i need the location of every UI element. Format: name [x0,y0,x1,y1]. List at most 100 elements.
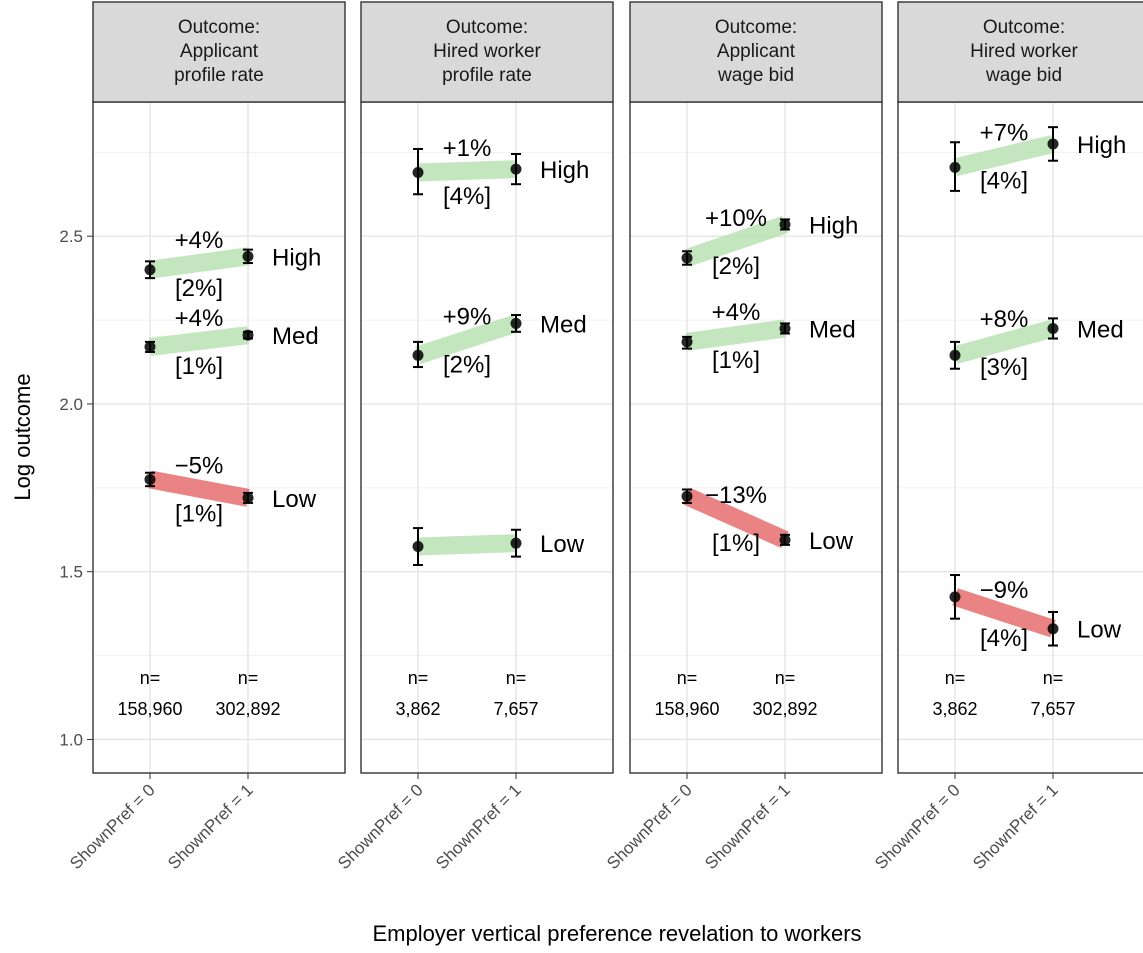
strip-label-line: Outcome: [715,17,797,38]
strip-background [360,1,614,103]
change-label: −9% [980,577,1029,604]
change-label: +7% [980,120,1029,147]
y-axis: 1.0 1.5 2.0 2.5 [59,227,93,749]
panel-1: High +4% [2%] Med +4% [1%] Low −5% [1%] n= 158,960… [66,1,346,873]
data-point [681,490,693,502]
change-label: −5% [175,453,224,480]
se-label: [3%] [980,354,1028,381]
panel-background [898,102,1143,773]
data-point [949,591,961,603]
strip-label-line: Outcome: [983,17,1065,38]
n-value: 3,862 [395,699,440,719]
change-ribbon-med [148,326,250,356]
change-ribbon-high [684,215,788,267]
strip-label-line: wage bid [985,65,1062,86]
n-value: 158,960 [654,699,719,719]
x-axis-title: Employer vertical preference revelation … [372,921,861,946]
change-ribbon-low [683,487,789,549]
n-prefix: n= [775,668,796,688]
n-prefix: n= [1043,668,1064,688]
x-tick-label: ShownPref = 0 [871,780,964,873]
se-label: [1%] [175,501,223,528]
data-point [949,161,961,173]
data-point [144,473,156,485]
strip-label-line: Hired worker [970,41,1078,62]
level-label-low: Low [272,486,317,513]
change-label: +4% [712,299,761,326]
data-point [681,252,693,264]
strip-label-line: Outcome: [446,17,528,38]
strip-background [897,1,1143,103]
change-label: −13% [705,482,767,509]
n-prefix: n= [677,668,698,688]
level-label-med: Med [272,323,319,350]
level-label-high: High [272,244,321,271]
strip-label-line: wage bid [717,65,794,86]
data-point [1047,322,1059,334]
data-point [242,329,254,341]
y-tick-label: 1.0 [59,730,83,749]
y-tick-label: 1.5 [59,563,83,582]
se-label: [2%] [712,253,760,280]
data-point [144,264,156,276]
x-tick-label: ShownPref = 1 [969,780,1062,873]
data-point [412,541,424,553]
n-prefix: n= [506,668,527,688]
n-value: 158,960 [117,699,182,719]
n-prefix: n= [408,668,429,688]
panel-4: High +7% [4%] Med +8% [3%] Low −9% [4%] n= 3,862 n=… [871,1,1143,873]
x-tick-label: ShownPref = 0 [66,780,159,873]
data-point [779,218,791,230]
change-ribbon-low [417,534,517,556]
x-tick-label: ShownPref = 0 [334,780,427,873]
level-label-high: High [1077,132,1126,159]
x-tick-label: ShownPref = 1 [432,780,525,873]
change-label: +1% [443,135,492,162]
se-label: [1%] [175,353,223,380]
x-tick-label: ShownPref = 1 [164,780,257,873]
change-label: +4% [175,305,224,332]
strip-label-line: Hired worker [433,41,541,62]
level-label-high: High [540,157,589,184]
se-label: [4%] [980,625,1028,652]
change-ribbon-high [148,247,250,279]
data-point [412,166,424,178]
strip-label-line: Outcome: [178,17,260,38]
strip-label-line: profile rate [174,65,264,86]
se-label: [2%] [443,351,491,378]
change-ribbon-high [417,160,517,182]
data-point [949,349,961,361]
data-point [242,250,254,262]
se-label: [1%] [712,347,760,374]
level-label-high: High [809,212,858,239]
change-label: +9% [443,303,492,330]
x-tick-label: ShownPref = 1 [701,780,794,873]
n-value: 7,657 [493,699,538,719]
panel-background [630,102,882,773]
change-ribbon-med [685,319,787,351]
se-label: [2%] [175,275,223,302]
n-prefix: n= [945,668,966,688]
panel-3: High +10% [2%] Med +4% [1%] Low −13% [1%] n= 158,9… [603,1,883,873]
strip-label-line: Applicant [717,41,796,62]
level-label-med: Med [540,311,587,338]
panels: High +4% [2%] Med +4% [1%] Low −5% [1%] n= 158,960… [66,1,1143,873]
change-ribbon-med [415,314,519,364]
change-label: +8% [980,306,1029,333]
change-ribbon-low [952,588,1056,638]
n-prefix: n= [140,668,161,688]
se-label: [4%] [980,168,1028,195]
change-label: +4% [175,227,224,254]
n-value: 302,892 [752,699,817,719]
n-value: 3,862 [932,699,977,719]
x-tick-label: ShownPref = 0 [603,780,696,873]
data-point [779,534,791,546]
data-point [779,322,791,334]
data-point [242,492,254,504]
change-ribbon-med [952,319,1056,364]
data-point [510,163,522,175]
data-point [1047,623,1059,635]
y-tick-label: 2.0 [59,395,83,414]
panel-background [361,102,613,773]
